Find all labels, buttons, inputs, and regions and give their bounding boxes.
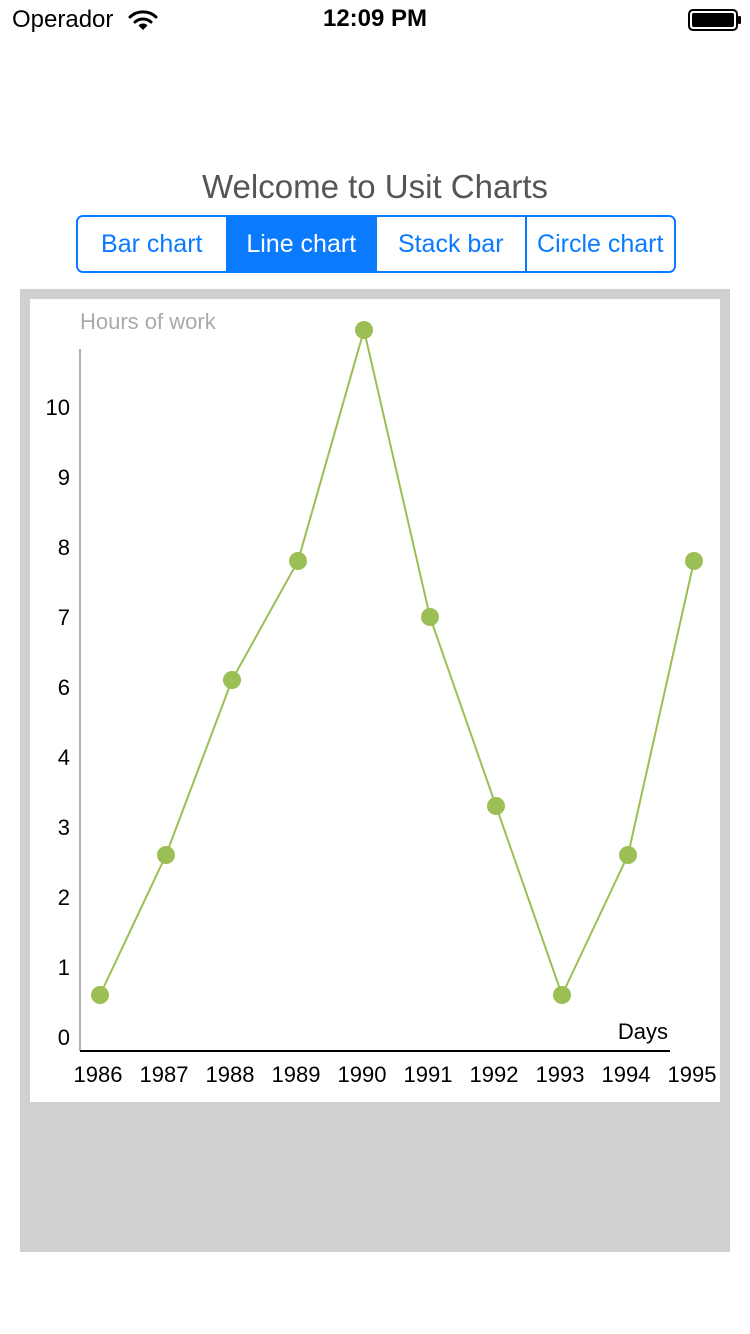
x-tick-label: 1993 <box>536 1062 585 1087</box>
y-axis-label: Hours of work <box>80 309 217 334</box>
chart-panel: Hours of work Days 0 1 2 3 4 6 7 8 9 10 1986 1987 1… <box>20 289 730 1252</box>
data-point[interactable] <box>223 671 241 689</box>
x-tick-label: 1989 <box>272 1062 321 1087</box>
y-tick-label: 2 <box>58 885 70 910</box>
y-tick-label: 9 <box>58 465 70 490</box>
data-point[interactable] <box>421 608 439 626</box>
x-axis-label: Days <box>618 1019 668 1044</box>
status-bar: Operador 12:09 PM <box>0 0 750 40</box>
data-point[interactable] <box>487 797 505 815</box>
tab-stack-bar[interactable]: Stack bar <box>377 217 527 271</box>
data-point[interactable] <box>91 986 109 1004</box>
x-tick-label: 1994 <box>602 1062 651 1087</box>
page-title: Welcome to Usit Charts <box>202 168 548 205</box>
x-tick-label: 1988 <box>206 1062 255 1087</box>
x-tick-label: 1991 <box>404 1062 453 1087</box>
y-tick-label: 3 <box>58 815 70 840</box>
y-tick-label: 4 <box>58 745 70 770</box>
data-point[interactable] <box>553 986 571 1004</box>
chart-card: Hours of work Days 0 1 2 3 4 6 7 8 9 10 1986 1987 1… <box>30 299 720 1102</box>
battery-icon <box>688 9 741 31</box>
carrier-label: Operador <box>12 6 114 33</box>
series-group <box>91 321 703 1004</box>
y-tick-label: 7 <box>58 605 70 630</box>
wifi-icon <box>128 10 158 30</box>
x-tick-label: 1987 <box>140 1062 189 1087</box>
x-tick-label: 1992 <box>470 1062 519 1087</box>
tab-line-chart[interactable]: Line chart <box>227 217 377 271</box>
x-tick-label: 1995 <box>668 1062 717 1087</box>
data-point[interactable] <box>685 552 703 570</box>
y-tick-label: 1 <box>58 955 70 980</box>
x-tick-label: 1986 <box>74 1062 123 1087</box>
y-tick-labels: 0 1 2 3 4 6 7 8 9 10 <box>46 395 70 1050</box>
y-tick-label: 10 <box>46 395 70 420</box>
data-point[interactable] <box>289 552 307 570</box>
y-tick-label: 8 <box>58 535 70 560</box>
chart-type-segmented-control: Bar chart Line chart Stack bar Circle ch… <box>76 215 676 273</box>
data-point[interactable] <box>619 846 637 864</box>
x-tick-labels: 1986 1987 1988 1989 1990 1991 1992 1993 1994 1995 <box>74 1062 717 1087</box>
series-line <box>99 329 695 998</box>
data-point[interactable] <box>157 846 175 864</box>
y-tick-label: 0 <box>58 1025 70 1050</box>
tab-circle-chart[interactable]: Circle chart <box>526 217 674 271</box>
y-tick-label: 6 <box>58 675 70 700</box>
tab-bar-chart[interactable]: Bar chart <box>78 217 228 271</box>
data-point[interactable] <box>355 321 373 339</box>
status-time: 12:09 PM <box>322 5 428 32</box>
x-tick-label: 1990 <box>338 1062 387 1087</box>
